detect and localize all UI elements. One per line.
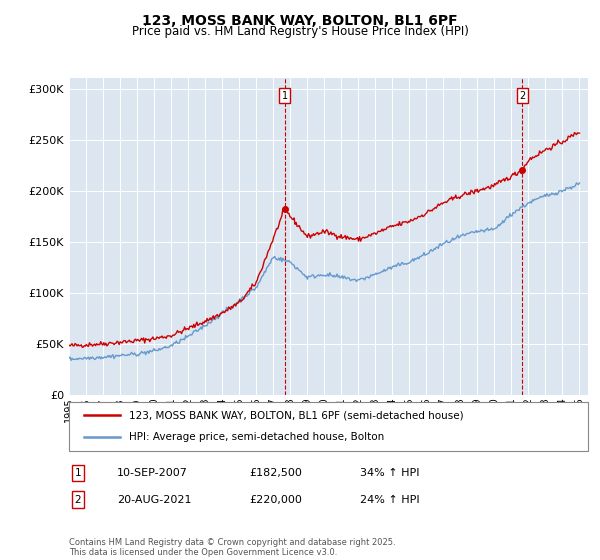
Text: 123, MOSS BANK WAY, BOLTON, BL1 6PF: 123, MOSS BANK WAY, BOLTON, BL1 6PF [142, 14, 458, 28]
Text: 2: 2 [74, 494, 82, 505]
Text: 1: 1 [74, 468, 82, 478]
Text: 24% ↑ HPI: 24% ↑ HPI [360, 494, 419, 505]
Text: Contains HM Land Registry data © Crown copyright and database right 2025.
This d: Contains HM Land Registry data © Crown c… [69, 538, 395, 557]
Text: £182,500: £182,500 [249, 468, 302, 478]
Text: Price paid vs. HM Land Registry's House Price Index (HPI): Price paid vs. HM Land Registry's House … [131, 25, 469, 38]
Text: HPI: Average price, semi-detached house, Bolton: HPI: Average price, semi-detached house,… [129, 432, 384, 442]
Text: £220,000: £220,000 [249, 494, 302, 505]
Text: 123, MOSS BANK WAY, BOLTON, BL1 6PF (semi-detached house): 123, MOSS BANK WAY, BOLTON, BL1 6PF (sem… [129, 410, 464, 421]
Text: 1: 1 [282, 91, 288, 101]
Text: 20-AUG-2021: 20-AUG-2021 [117, 494, 191, 505]
Text: 2: 2 [519, 91, 526, 101]
Text: 10-SEP-2007: 10-SEP-2007 [117, 468, 188, 478]
Text: 34% ↑ HPI: 34% ↑ HPI [360, 468, 419, 478]
